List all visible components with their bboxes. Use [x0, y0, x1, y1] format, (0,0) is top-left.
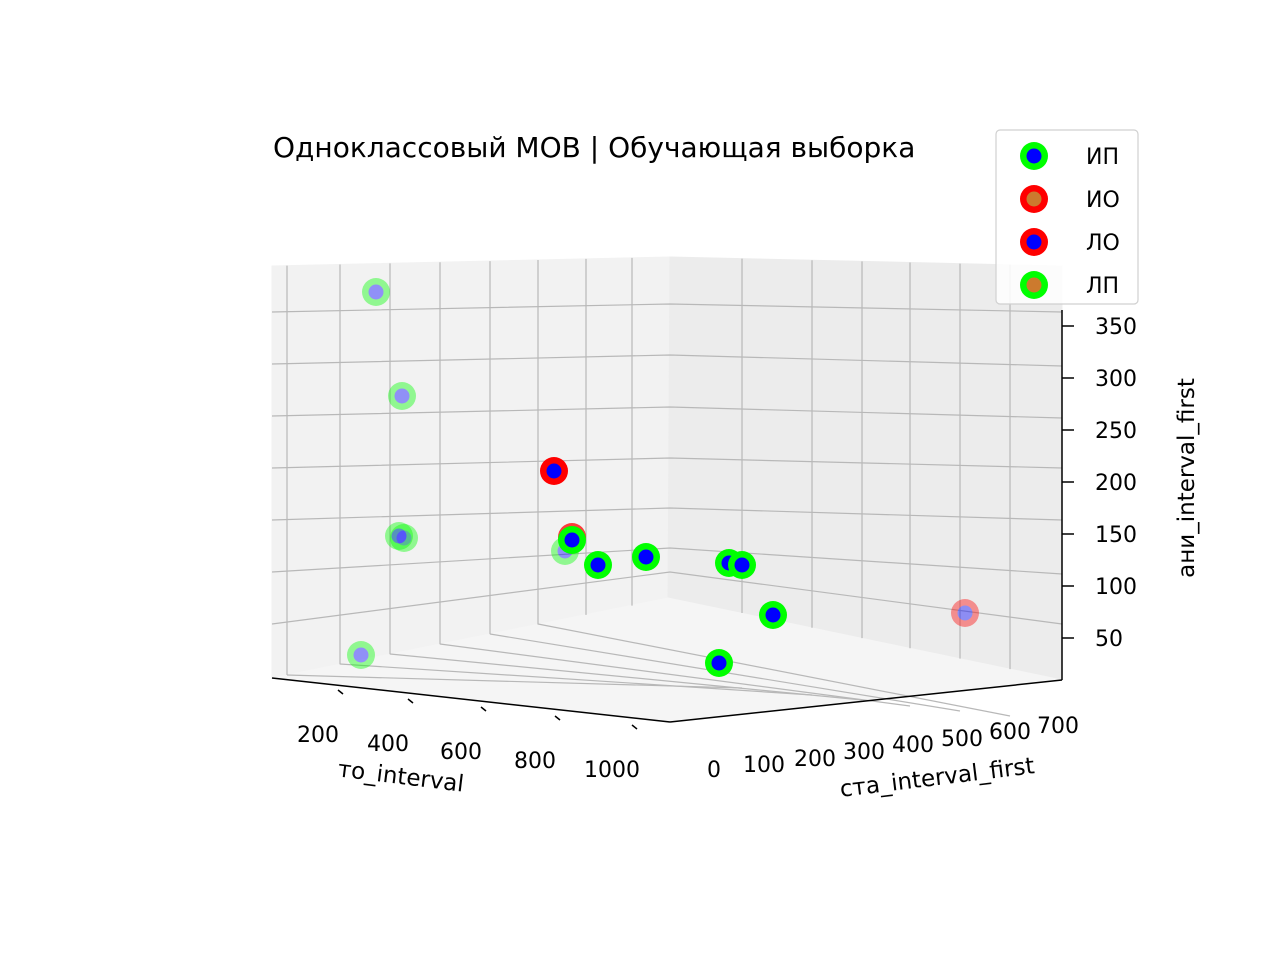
data-point — [388, 382, 416, 410]
y-axis-line — [669, 679, 1063, 723]
data-point-core — [546, 463, 562, 479]
grid-lines — [271, 257, 1063, 717]
z-tick-label: 50 — [1095, 627, 1123, 652]
x-tick-label: 400 — [367, 732, 409, 757]
grid-line — [537, 623, 1011, 717]
y-tick-label: 600 — [989, 720, 1031, 745]
z-tick-label: 100 — [1095, 575, 1137, 600]
grid-line — [271, 354, 1063, 367]
x-tick-mark — [337, 689, 344, 695]
data-point-core — [711, 655, 727, 671]
grid-line — [271, 457, 1063, 469]
data-point-ring — [951, 599, 979, 627]
grid-line — [389, 653, 863, 701]
x-tick-mark — [554, 715, 561, 721]
data-point-core — [394, 388, 410, 404]
data-point — [540, 457, 568, 485]
tick-labels: 200 400 600 800 1000 0 100 200 300 400 500 600 70050… — [297, 315, 1137, 783]
legend-label: ИП — [1086, 145, 1119, 170]
legend-marker-core — [1026, 191, 1042, 207]
data-point-core — [957, 605, 973, 621]
data-point — [385, 522, 413, 550]
data-points — [347, 278, 979, 677]
data-point — [759, 601, 787, 629]
data-point — [390, 524, 418, 552]
data-point — [705, 649, 733, 677]
data-point-core — [564, 532, 580, 548]
x-tick-mark — [407, 698, 414, 704]
x-tick-label: 600 — [440, 740, 482, 765]
x-tick-mark — [631, 724, 638, 730]
data-point-core — [638, 549, 654, 565]
data-point-ring — [388, 382, 416, 410]
data-point — [584, 551, 612, 579]
data-point-ring — [362, 278, 390, 306]
y-tick-label: 400 — [892, 733, 934, 758]
data-point — [951, 599, 979, 627]
z-tick-label: 150 — [1095, 523, 1137, 548]
legend-label: ИО — [1086, 188, 1120, 213]
data-point-core — [590, 557, 606, 573]
data-point — [632, 543, 660, 571]
chart-title: Одноклассовый МОВ | Обучающая выборка — [273, 131, 915, 164]
data-point-core — [353, 647, 369, 663]
data-point-ring — [390, 524, 418, 552]
data-point-ring — [385, 522, 413, 550]
y-tick-label: 700 — [1037, 714, 1079, 739]
grid-line — [271, 507, 1063, 521]
data-point — [728, 551, 756, 579]
x-tick-label: 1000 — [584, 758, 640, 783]
legend-box — [995, 129, 1139, 305]
z-tick-label: 300 — [1095, 367, 1137, 392]
x-tick-label: 800 — [514, 749, 556, 774]
legend-marker-core — [1026, 234, 1042, 250]
legend-label: ЛО — [1086, 231, 1120, 256]
z-axis-label: ани_interval_first — [1174, 378, 1200, 578]
legend: ИП ИО ЛО ЛП — [995, 129, 1139, 305]
grid-line — [271, 406, 1063, 419]
grid-line — [271, 303, 1063, 313]
legend-label: ЛП — [1086, 274, 1119, 299]
data-point-core — [396, 530, 412, 546]
x-tick-mark — [480, 706, 487, 712]
data-point-core — [391, 528, 407, 544]
data-point — [362, 278, 390, 306]
grid-line — [271, 571, 1063, 625]
x-axis-line — [271, 677, 671, 723]
y-tick-label: 100 — [743, 753, 785, 778]
z-tick-label: 200 — [1095, 471, 1137, 496]
data-point-ring — [347, 641, 375, 669]
y-tick-label: 300 — [843, 740, 885, 765]
x-tick-label: 200 — [297, 723, 339, 748]
grid-line — [271, 547, 1063, 575]
axis-lines — [271, 310, 1074, 730]
data-point — [558, 526, 586, 554]
data-point-core — [368, 284, 384, 300]
y-tick-label: 200 — [794, 747, 836, 772]
data-point-core — [734, 557, 750, 573]
legend-marker-core — [1026, 277, 1042, 293]
z-tick-label: 350 — [1095, 315, 1137, 340]
grid-line — [439, 643, 911, 707]
y-tick-label: 0 — [707, 758, 721, 783]
z-tick-label: 250 — [1095, 419, 1137, 444]
y-tick-label: 500 — [941, 727, 983, 752]
legend-marker-core — [1026, 148, 1042, 164]
grid-line — [339, 663, 813, 696]
data-point — [347, 641, 375, 669]
data-point-core — [765, 607, 781, 623]
